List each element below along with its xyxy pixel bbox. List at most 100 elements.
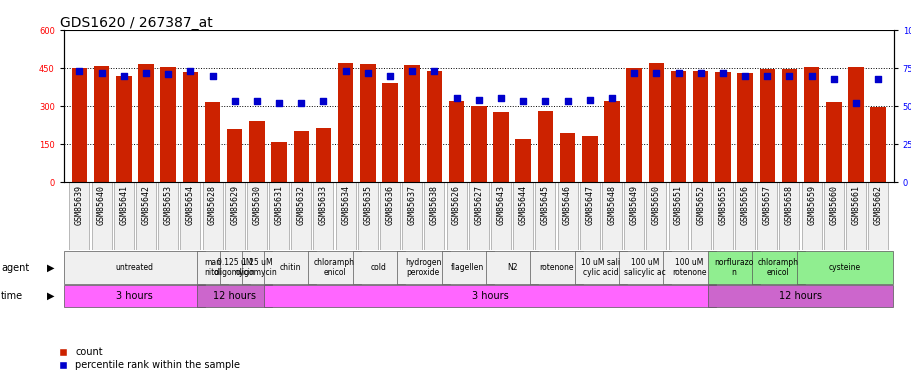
Bar (160, 67, 176, 182)
FancyBboxPatch shape (136, 182, 156, 250)
Point (293, 100, 308, 106)
Text: 12 hours: 12 hours (778, 291, 821, 301)
FancyBboxPatch shape (224, 182, 244, 250)
Bar (515, 139, 530, 182)
FancyBboxPatch shape (668, 182, 688, 250)
Bar (493, 112, 508, 182)
FancyBboxPatch shape (197, 251, 228, 284)
Point (426, 68, 441, 74)
Text: GSM85636: GSM85636 (385, 186, 394, 225)
Text: GSM85642: GSM85642 (141, 186, 150, 225)
Text: GSM85631: GSM85631 (274, 186, 283, 225)
FancyBboxPatch shape (707, 251, 760, 284)
Text: GSM85641: GSM85641 (119, 186, 128, 225)
FancyBboxPatch shape (662, 251, 715, 284)
Bar (404, 66, 420, 182)
Text: GSM85630: GSM85630 (252, 186, 261, 225)
Bar (138, 64, 154, 182)
Bar (825, 102, 841, 182)
FancyBboxPatch shape (291, 182, 311, 250)
Bar (182, 72, 198, 182)
Text: 10 uM sali
cylic acid: 10 uM sali cylic acid (580, 258, 619, 277)
Text: chloramph
enicol: chloramph enicol (757, 258, 798, 277)
Bar (559, 133, 575, 182)
FancyBboxPatch shape (158, 182, 178, 250)
Text: GSM85645: GSM85645 (540, 186, 549, 225)
Bar (360, 64, 375, 182)
Point (715, 70, 730, 76)
Text: GSM85649: GSM85649 (629, 186, 638, 225)
Text: cysteine: cysteine (828, 263, 860, 272)
Text: time: time (1, 291, 23, 301)
Text: GSM85659: GSM85659 (806, 186, 815, 225)
Text: chloramph
enicol: chloramph enicol (313, 258, 354, 277)
Text: GSM85660: GSM85660 (828, 186, 837, 225)
Point (870, 76, 885, 82)
FancyBboxPatch shape (308, 251, 361, 284)
Bar (803, 67, 818, 182)
Bar (205, 102, 220, 182)
Bar (72, 68, 87, 182)
Point (848, 100, 863, 106)
FancyBboxPatch shape (690, 182, 710, 250)
Bar (537, 111, 553, 182)
Text: GSM85662: GSM85662 (873, 186, 882, 225)
Point (360, 70, 374, 76)
Point (227, 99, 241, 105)
FancyBboxPatch shape (313, 182, 333, 250)
Point (271, 100, 286, 106)
Point (670, 70, 685, 76)
FancyBboxPatch shape (441, 251, 494, 284)
Text: GSM85637: GSM85637 (407, 186, 416, 225)
Point (493, 95, 507, 101)
Text: GSM85658: GSM85658 (784, 186, 793, 225)
Text: GSM85647: GSM85647 (585, 186, 594, 225)
FancyBboxPatch shape (646, 182, 666, 250)
FancyBboxPatch shape (468, 182, 488, 250)
Point (604, 95, 619, 101)
Text: 100 uM
salicylic ac: 100 uM salicylic ac (624, 258, 665, 277)
Bar (603, 101, 619, 182)
Bar (759, 69, 774, 182)
Text: GSM85644: GSM85644 (518, 186, 527, 225)
Text: rotenone: rotenone (538, 263, 573, 272)
FancyBboxPatch shape (357, 182, 377, 250)
Text: GSM85627: GSM85627 (474, 186, 483, 225)
Text: GSM85640: GSM85640 (97, 186, 106, 225)
Text: 12 hours: 12 hours (213, 291, 256, 301)
Text: GSM85633: GSM85633 (319, 186, 328, 225)
FancyBboxPatch shape (197, 285, 271, 307)
FancyBboxPatch shape (263, 285, 715, 307)
Text: 100 uM
rotenone: 100 uM rotenone (671, 258, 706, 277)
Text: GSM85646: GSM85646 (562, 186, 571, 225)
FancyBboxPatch shape (513, 182, 533, 250)
Text: GSM85629: GSM85629 (230, 186, 239, 225)
Point (72, 68, 87, 74)
Point (737, 73, 752, 79)
Point (471, 97, 486, 103)
FancyBboxPatch shape (220, 251, 250, 284)
Text: GSM85638: GSM85638 (429, 186, 438, 225)
Point (516, 99, 530, 105)
Bar (94, 66, 109, 182)
Point (537, 99, 552, 105)
Text: GSM85628: GSM85628 (208, 186, 217, 225)
Text: GSM85655: GSM85655 (718, 186, 727, 225)
Bar (448, 101, 464, 182)
FancyBboxPatch shape (263, 251, 316, 284)
Text: untreated: untreated (116, 263, 154, 272)
FancyBboxPatch shape (380, 182, 400, 250)
Point (94, 70, 108, 76)
FancyBboxPatch shape (823, 182, 843, 250)
Text: GSM85661: GSM85661 (851, 186, 860, 225)
FancyBboxPatch shape (801, 182, 821, 250)
Text: GSM85643: GSM85643 (496, 186, 505, 225)
Point (183, 68, 198, 74)
Text: GSM85656: GSM85656 (740, 186, 749, 225)
Bar (736, 73, 752, 182)
Point (649, 70, 663, 76)
FancyBboxPatch shape (446, 182, 466, 250)
Text: N2: N2 (507, 263, 517, 272)
Point (692, 70, 707, 76)
Text: GSM85654: GSM85654 (186, 186, 195, 225)
